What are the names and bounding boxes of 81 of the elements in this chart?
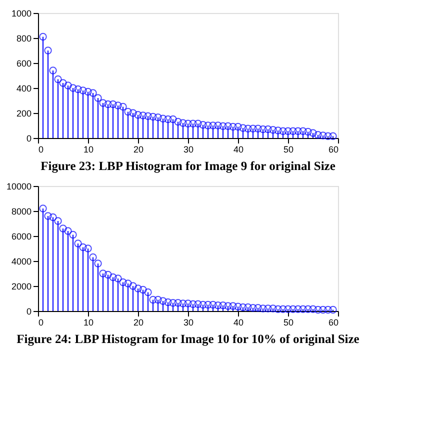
point xyxy=(299,305,307,313)
point xyxy=(94,260,102,268)
point xyxy=(284,305,292,313)
point xyxy=(74,240,82,248)
point xyxy=(279,127,287,135)
y-tick-label: 8000 xyxy=(11,206,32,216)
point xyxy=(289,127,297,135)
x-tick-label: 40 xyxy=(233,144,244,154)
point xyxy=(94,94,102,102)
y-tick-label: 600 xyxy=(16,58,32,68)
point xyxy=(54,217,62,225)
point xyxy=(44,46,52,54)
point xyxy=(329,132,337,140)
point xyxy=(324,132,332,140)
y-tick-label: 0 xyxy=(26,134,32,144)
point xyxy=(114,274,122,282)
x-tick-label: 50 xyxy=(283,318,294,328)
point xyxy=(84,244,92,252)
point xyxy=(294,305,302,313)
point xyxy=(314,306,322,314)
x-tick-label: 30 xyxy=(183,318,194,328)
y-tick-label: 6000 xyxy=(11,232,32,242)
point xyxy=(309,305,317,313)
x-tick-label: 10 xyxy=(83,144,94,154)
point xyxy=(244,303,252,312)
y-tick-label: 2000 xyxy=(11,282,32,292)
point xyxy=(319,306,327,314)
point xyxy=(249,304,257,312)
y-tick-label: 400 xyxy=(16,84,32,94)
point xyxy=(89,89,97,97)
y-tick-label: 0 xyxy=(26,306,32,316)
x-tick-label: 10 xyxy=(83,318,94,328)
point xyxy=(329,306,337,314)
point xyxy=(204,300,212,309)
point xyxy=(319,132,327,140)
point xyxy=(194,300,202,308)
point xyxy=(184,300,192,308)
y-tick-label: 4000 xyxy=(11,256,32,266)
point xyxy=(284,127,292,135)
x-tick-label: 0 xyxy=(38,144,44,154)
point xyxy=(179,300,187,308)
point xyxy=(289,305,297,313)
point xyxy=(274,305,282,313)
point xyxy=(269,304,277,312)
y-tick-label: 200 xyxy=(16,108,32,118)
point xyxy=(264,304,272,312)
point xyxy=(259,304,267,312)
y-tick-label: 10000 xyxy=(6,182,32,192)
x-tick-label: 20 xyxy=(133,144,144,154)
point xyxy=(49,213,57,222)
text: Figure 23: LBP Histogram for Image 9 for original Size xyxy=(40,159,336,173)
point xyxy=(294,127,302,135)
point xyxy=(299,127,307,135)
point xyxy=(144,288,152,296)
x-tick-label: 0 xyxy=(38,318,44,328)
text: Figure 24: LBP Histogram for Image 10 for 10% of original Size xyxy=(16,332,360,346)
point xyxy=(304,305,312,313)
point xyxy=(54,75,62,84)
point xyxy=(199,300,207,309)
point xyxy=(119,102,127,111)
point xyxy=(254,304,262,312)
point xyxy=(189,300,197,308)
x-tick-label: 30 xyxy=(183,144,194,154)
point xyxy=(304,128,312,136)
point xyxy=(64,227,72,235)
y-tick-label: 800 xyxy=(16,34,32,44)
x-tick-label: 40 xyxy=(233,318,244,328)
x-tick-label: 60 xyxy=(328,318,338,328)
point xyxy=(209,300,217,309)
x-tick-label: 20 xyxy=(133,318,144,328)
point xyxy=(39,204,47,212)
x-tick-label: 60 xyxy=(328,144,338,154)
point xyxy=(39,32,47,41)
point xyxy=(69,230,77,239)
point xyxy=(274,126,282,134)
point xyxy=(324,306,332,314)
y-tick-label: 1000 xyxy=(11,8,32,18)
point xyxy=(49,66,57,74)
point xyxy=(279,305,287,313)
x-tick-label: 50 xyxy=(283,144,294,154)
point xyxy=(89,253,97,262)
